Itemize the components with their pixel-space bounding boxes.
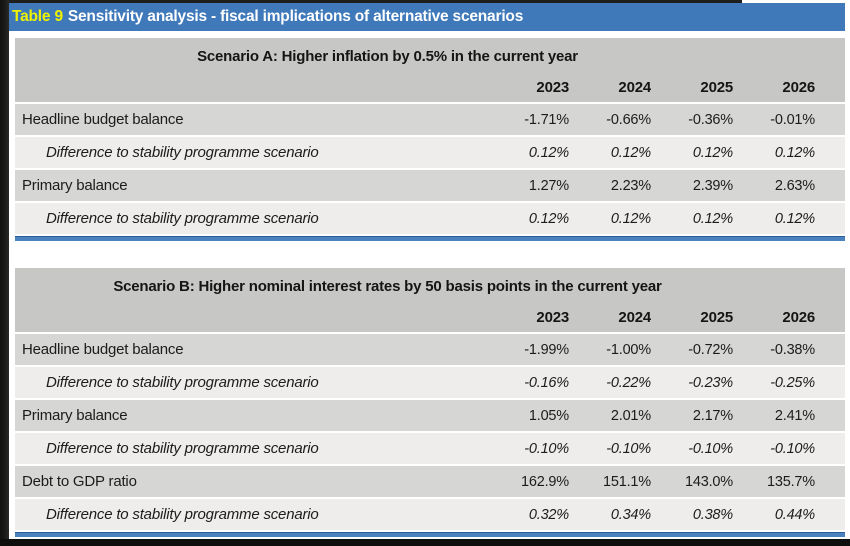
year-col-2026: 2026 bbox=[782, 308, 815, 326]
year-col-2023: 2023 bbox=[536, 308, 569, 326]
table-row: Difference to stability programme scenar… bbox=[15, 367, 845, 398]
year-header-row: 2023 2024 2025 2026 bbox=[15, 72, 845, 102]
scenario-a-title: Scenario A: Higher inflation by 0.5% in … bbox=[197, 48, 578, 65]
value-cell: 0.12% bbox=[692, 210, 733, 227]
value-cell: -0.66% bbox=[606, 111, 651, 128]
table-row: Primary balance 1.05% 2.01% 2.17% 2.41% bbox=[15, 400, 845, 431]
value-cell: -0.25% bbox=[770, 374, 815, 391]
value-cell: 1.27% bbox=[528, 177, 569, 194]
value-cell: 143.0% bbox=[685, 473, 733, 490]
year-col-2025: 2025 bbox=[700, 308, 733, 326]
value-cell: 162.9% bbox=[521, 473, 569, 490]
value-cell: 2.63% bbox=[774, 177, 815, 194]
value-cell: 0.32% bbox=[528, 506, 569, 523]
scan-edge-top bbox=[0, 0, 742, 3]
year-col-2024: 2024 bbox=[618, 308, 651, 326]
scenario-b-title: Scenario B: Higher nominal interest rate… bbox=[113, 278, 662, 295]
value-cell: -0.01% bbox=[770, 111, 815, 128]
value-cell: -0.16% bbox=[524, 374, 569, 391]
row-label: Difference to stability programme scenar… bbox=[46, 374, 319, 391]
table-bottom-rule bbox=[15, 236, 845, 241]
value-cell: -0.22% bbox=[606, 374, 651, 391]
row-label: Primary balance bbox=[22, 177, 128, 194]
year-col-2024: 2024 bbox=[618, 78, 651, 96]
table-row: Headline budget balance -1.71% -0.66% -0… bbox=[15, 104, 845, 135]
row-label: Difference to stability programme scenar… bbox=[46, 144, 319, 161]
scan-edge-bottom bbox=[0, 539, 850, 546]
value-cell: 0.12% bbox=[692, 144, 733, 161]
table-row: Primary balance 1.27% 2.23% 2.39% 2.63% bbox=[15, 170, 845, 201]
value-cell: 2.23% bbox=[610, 177, 651, 194]
row-label: Debt to GDP ratio bbox=[22, 473, 137, 490]
value-cell: -1.99% bbox=[524, 341, 569, 358]
value-cell: 0.44% bbox=[774, 506, 815, 523]
value-cell: -0.38% bbox=[770, 341, 815, 358]
scan-edge-left bbox=[0, 0, 9, 546]
value-cell: 1.05% bbox=[528, 407, 569, 424]
value-cell: 0.12% bbox=[528, 144, 569, 161]
year-header-row: 2023 2024 2025 2026 bbox=[15, 302, 845, 332]
row-label: Difference to stability programme scenar… bbox=[46, 440, 319, 457]
value-cell: 2.41% bbox=[774, 407, 815, 424]
value-cell: 0.12% bbox=[528, 210, 569, 227]
scenario-b-table: Scenario B: Higher nominal interest rate… bbox=[15, 268, 845, 537]
table-row: Difference to stability programme scenar… bbox=[15, 137, 845, 168]
table-caption-bar: Table 9 Sensitivity analysis - fiscal imp… bbox=[9, 3, 845, 31]
table-row: Difference to stability programme scenar… bbox=[15, 433, 845, 464]
value-cell: -0.10% bbox=[688, 440, 733, 457]
value-cell: -0.36% bbox=[688, 111, 733, 128]
row-label: Headline budget balance bbox=[22, 111, 184, 128]
row-label: Difference to stability programme scenar… bbox=[46, 210, 319, 227]
value-cell: 135.7% bbox=[767, 473, 815, 490]
row-label: Headline budget balance bbox=[22, 341, 184, 358]
value-cell: 151.1% bbox=[603, 473, 651, 490]
value-cell: 2.17% bbox=[692, 407, 733, 424]
table-number: Table 9 bbox=[12, 8, 63, 25]
value-cell: -0.10% bbox=[770, 440, 815, 457]
value-cell: 0.12% bbox=[774, 144, 815, 161]
table-row: Difference to stability programme scenar… bbox=[15, 499, 845, 530]
table-title: Sensitivity analysis - fiscal implicatio… bbox=[67, 8, 524, 25]
scenario-a-header: Scenario A: Higher inflation by 0.5% in … bbox=[15, 38, 845, 102]
row-label: Primary balance bbox=[22, 407, 128, 424]
value-cell: 2.39% bbox=[692, 177, 733, 194]
scenario-b-header: Scenario B: Higher nominal interest rate… bbox=[15, 268, 845, 332]
value-cell: -1.00% bbox=[606, 341, 651, 358]
page-content: Table 9 Sensitivity analysis - fiscal imp… bbox=[9, 3, 846, 537]
scenario-a-table: Scenario A: Higher inflation by 0.5% in … bbox=[15, 38, 845, 241]
value-cell: 2.01% bbox=[610, 407, 651, 424]
table-row: Debt to GDP ratio 162.9% 151.1% 143.0% 1… bbox=[15, 466, 845, 497]
value-cell: -0.10% bbox=[606, 440, 651, 457]
value-cell: 0.12% bbox=[610, 210, 651, 227]
value-cell: 0.12% bbox=[610, 144, 651, 161]
year-col-2023: 2023 bbox=[536, 78, 569, 96]
table-row: Difference to stability programme scenar… bbox=[15, 203, 845, 234]
table-bottom-rule bbox=[15, 532, 845, 537]
row-label: Difference to stability programme scenar… bbox=[46, 506, 319, 523]
table-row: Headline budget balance -1.99% -1.00% -0… bbox=[15, 334, 845, 365]
value-cell: -0.10% bbox=[524, 440, 569, 457]
value-cell: 0.34% bbox=[610, 506, 651, 523]
value-cell: 0.12% bbox=[774, 210, 815, 227]
year-col-2025: 2025 bbox=[700, 78, 733, 96]
year-col-2026: 2026 bbox=[782, 78, 815, 96]
value-cell: -1.71% bbox=[524, 111, 569, 128]
value-cell: 0.38% bbox=[692, 506, 733, 523]
value-cell: -0.72% bbox=[688, 341, 733, 358]
value-cell: -0.23% bbox=[688, 374, 733, 391]
